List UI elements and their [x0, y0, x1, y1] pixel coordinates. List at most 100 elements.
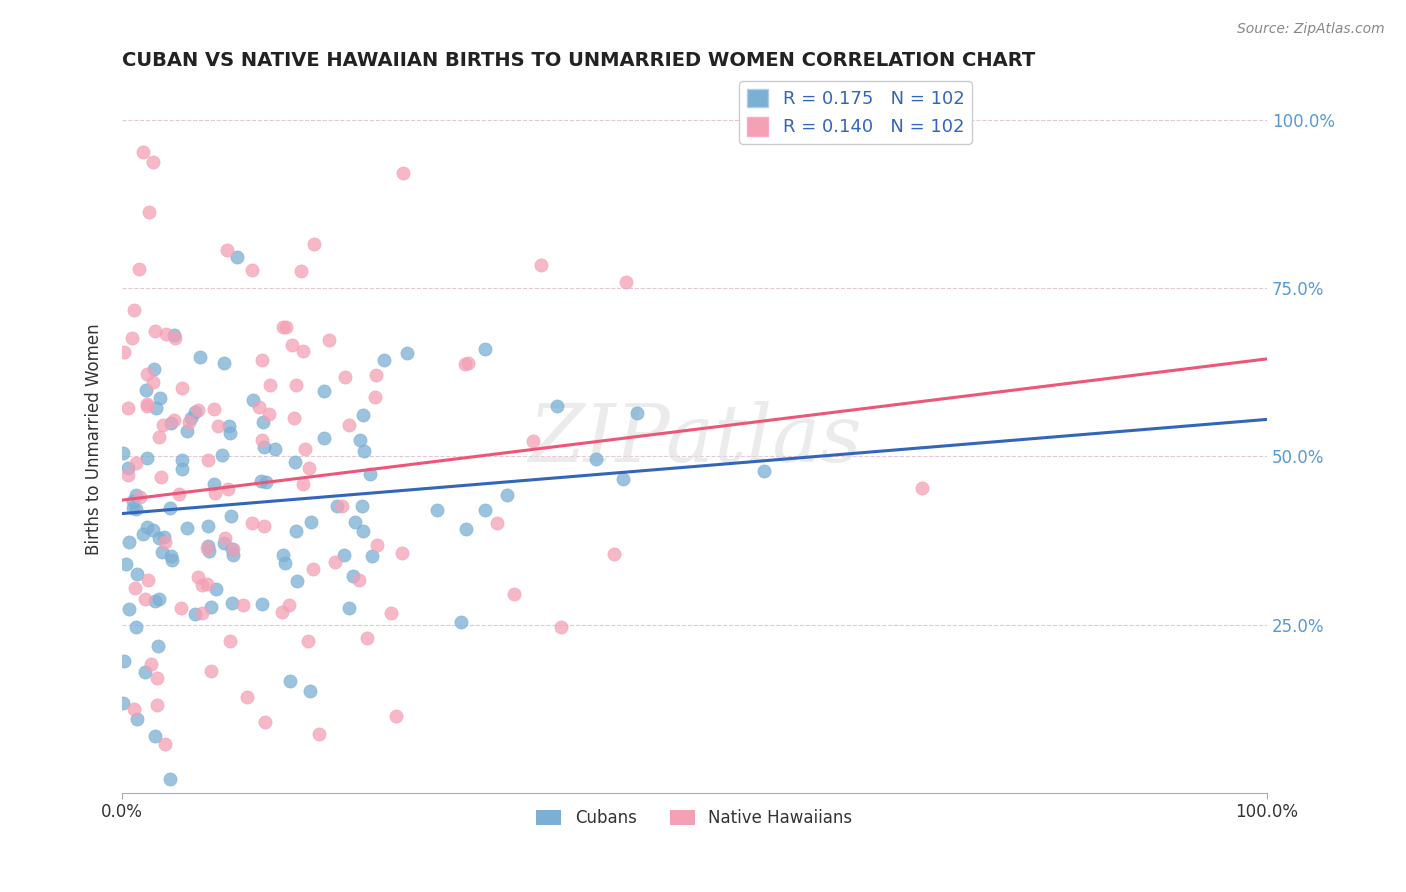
Point [333, 369, 356, 384]
Point [253, 519, 276, 533]
Point [127, 712, 149, 726]
Point [142, 362, 165, 376]
Point [278, 598, 301, 612]
Point [522, 434, 544, 448]
Point [124, 488, 146, 502]
Point [270, 606, 292, 620]
Point [242, 393, 264, 408]
Point [221, 597, 243, 611]
Point [547, 399, 569, 413]
Point [450, 615, 472, 630]
Point [202, 401, 225, 416]
Point [454, 357, 477, 371]
Point [219, 633, 242, 648]
Point [160, 416, 183, 430]
Point [125, 566, 148, 581]
Point [159, 501, 181, 516]
Point [603, 547, 626, 561]
Point [299, 515, 322, 529]
Point [301, 562, 323, 576]
Point [585, 452, 607, 467]
Point [218, 418, 240, 433]
Point [163, 413, 186, 427]
Point [254, 715, 277, 730]
Point [172, 452, 194, 467]
Point [145, 698, 167, 712]
Point [352, 524, 374, 538]
Point [117, 401, 139, 416]
Point [349, 433, 371, 447]
Point [264, 442, 287, 456]
Point [136, 450, 159, 465]
Point [356, 631, 378, 645]
Point [135, 397, 157, 411]
Point [250, 433, 273, 447]
Text: Source: ZipAtlas.com: Source: ZipAtlas.com [1237, 22, 1385, 37]
Point [302, 236, 325, 251]
Point [132, 526, 155, 541]
Point [176, 521, 198, 535]
Point [183, 404, 205, 418]
Point [148, 429, 170, 443]
Point [132, 145, 155, 160]
Point [184, 607, 207, 622]
Point [139, 657, 162, 672]
Point [124, 581, 146, 595]
Point [253, 440, 276, 454]
Point [176, 424, 198, 438]
Point [136, 367, 159, 381]
Y-axis label: Births to Unmarried Women: Births to Unmarried Women [86, 324, 103, 556]
Point [202, 477, 225, 491]
Point [359, 467, 381, 481]
Point [125, 501, 148, 516]
Point [111, 696, 134, 710]
Point [197, 519, 219, 533]
Point [135, 519, 157, 533]
Point [122, 303, 145, 318]
Point [187, 570, 209, 584]
Point [252, 597, 274, 611]
Point [160, 552, 183, 566]
Point [117, 460, 139, 475]
Point [188, 350, 211, 364]
Point [142, 375, 165, 389]
Point [197, 539, 219, 553]
Point [612, 472, 634, 486]
Point [152, 418, 174, 433]
Point [231, 598, 253, 612]
Point [911, 481, 934, 495]
Point [150, 544, 173, 558]
Point [347, 573, 370, 587]
Point [353, 443, 375, 458]
Point [318, 333, 340, 347]
Point [155, 326, 177, 341]
Point [350, 499, 373, 513]
Point [136, 573, 159, 587]
Point [752, 463, 775, 477]
Point [125, 620, 148, 634]
Point [281, 338, 304, 352]
Point [204, 582, 226, 597]
Point [254, 475, 277, 490]
Point [396, 346, 419, 360]
Point [200, 599, 222, 614]
Point [283, 411, 305, 425]
Point [222, 542, 245, 557]
Point [250, 475, 273, 489]
Point [332, 500, 354, 514]
Point [332, 549, 354, 563]
Point [128, 262, 150, 277]
Point [211, 448, 233, 462]
Point [170, 380, 193, 394]
Point [530, 258, 553, 272]
Point [273, 548, 295, 562]
Point [150, 469, 173, 483]
Point [134, 591, 156, 606]
Point [142, 524, 165, 538]
Point [614, 275, 637, 289]
Point [236, 690, 259, 704]
Point [352, 409, 374, 423]
Point [290, 264, 312, 278]
Point [121, 331, 143, 345]
Point [366, 539, 388, 553]
